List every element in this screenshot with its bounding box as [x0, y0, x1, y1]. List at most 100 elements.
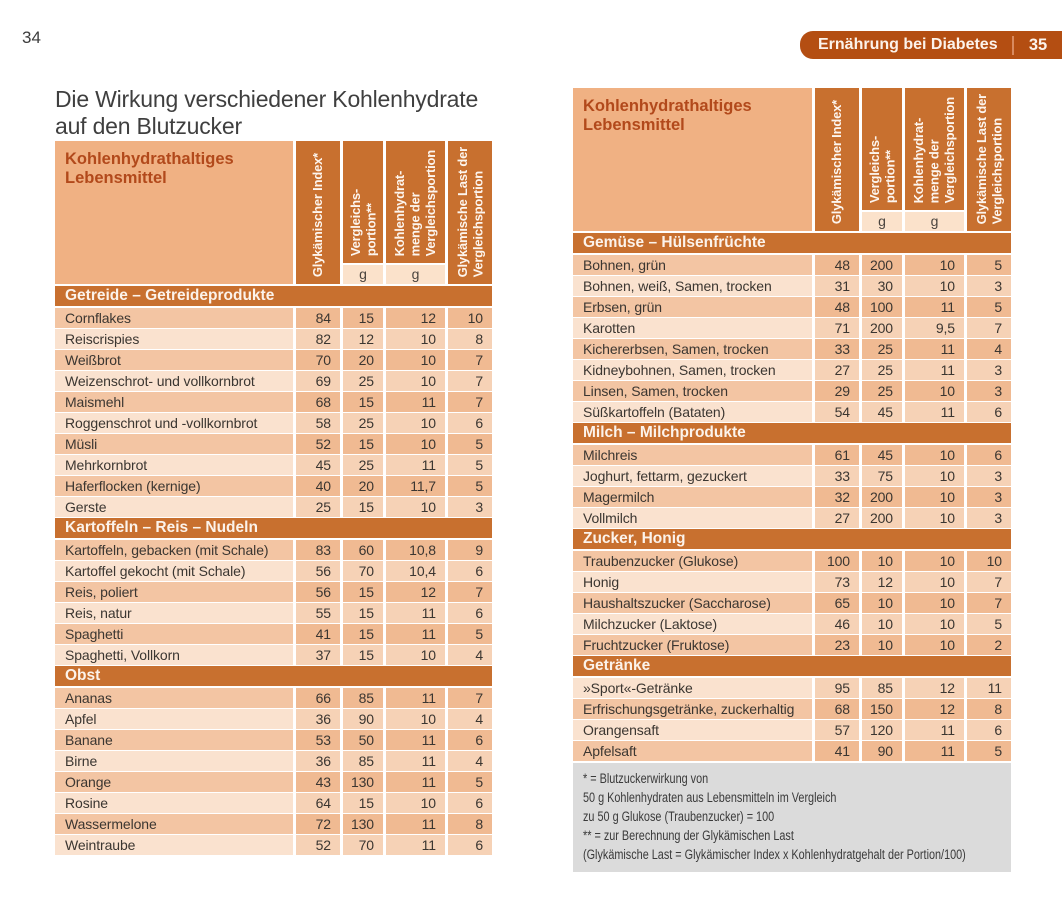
value-cell: 15 — [343, 497, 383, 517]
value-cell: 45 — [862, 402, 902, 422]
value-cell: 41 — [296, 624, 340, 644]
column-header-label: Kohlenhydrat- — [911, 117, 927, 203]
food-name-cell: Magermilch — [573, 487, 812, 507]
table-row: Kichererbsen, Samen, trocken 33 25 11 4 — [573, 339, 1011, 359]
value-cell: 11 — [905, 741, 964, 761]
value-cell: 11 — [905, 720, 964, 740]
value-cell: 10 — [905, 255, 964, 275]
value-cell: 3 — [967, 360, 1011, 380]
table-row: Apfelsaft 41 90 11 5 — [573, 741, 1011, 761]
table-row: Milchreis 61 45 10 6 — [573, 445, 1011, 465]
value-cell: 11 — [905, 402, 964, 422]
column-header-1: Glykämischer Index* — [815, 88, 859, 231]
value-cell: 95 — [815, 678, 859, 698]
value-cell: 11 — [905, 297, 964, 317]
value-cell: 7 — [967, 572, 1011, 592]
table-row: Reis, poliert 56 15 12 7 — [55, 582, 492, 602]
value-cell: 20 — [343, 350, 383, 370]
table-row: Kartoffeln, gebacken (mit Schale) 83 60 10,… — [55, 540, 492, 560]
value-cell: 50 — [343, 730, 383, 750]
value-cell: 6 — [448, 413, 492, 433]
section-title: Milch – Milchprodukte — [583, 424, 746, 441]
value-cell: 10 — [905, 551, 964, 571]
value-cell: 6 — [967, 720, 1011, 740]
value-cell: 10 — [386, 497, 445, 517]
food-name-cell: Cornflakes — [55, 308, 293, 328]
section-header: Getreide – Getreideprodukte — [55, 286, 492, 306]
value-cell: 130 — [343, 772, 383, 792]
value-cell: 75 — [862, 466, 902, 486]
value-cell: 11 — [905, 360, 964, 380]
section-title: Kartoffeln – Reis – Nudeln — [65, 519, 258, 536]
value-cell: 52 — [296, 835, 340, 855]
value-cell: 10 — [905, 614, 964, 634]
column-header-3: Kohlenhydrat-menge der Vergleichsportion g — [386, 141, 445, 284]
footnote-line: 50 g Kohlenhydraten aus Lebensmitteln im… — [583, 790, 837, 805]
value-cell: 10 — [905, 487, 964, 507]
value-cell: 5 — [967, 614, 1011, 634]
value-cell: 23 — [815, 635, 859, 655]
value-cell: 73 — [815, 572, 859, 592]
column-header-2: Vergleichs-portion** g — [343, 141, 383, 284]
value-cell: 10 — [967, 551, 1011, 571]
value-cell: 7 — [967, 318, 1011, 338]
value-cell: 11 — [386, 814, 445, 834]
section-title: Obst — [65, 667, 101, 684]
value-cell: 30 — [862, 276, 902, 296]
value-cell: 45 — [862, 445, 902, 465]
food-name-cell: Süßkartoffeln (Bataten) — [573, 402, 812, 422]
food-name-cell: Mehrkornbrot — [55, 455, 293, 475]
rotated-header-cell: Vergleichs-portion** — [862, 88, 902, 210]
value-cell: 11 — [386, 751, 445, 771]
value-cell: 70 — [296, 350, 340, 370]
value-cell: 8 — [448, 814, 492, 834]
table-row: Traubenzucker (Glukose) 100 10 10 10 — [573, 551, 1011, 571]
food-name-cell: Orangensaft — [573, 720, 812, 740]
chapter-header-bar: Ernährung bei Diabetes 35 — [800, 31, 1062, 59]
value-cell: 7 — [448, 688, 492, 708]
value-cell: 66 — [296, 688, 340, 708]
food-name-cell: Karotten — [573, 318, 812, 338]
value-cell: 83 — [296, 540, 340, 560]
value-cell: 11 — [386, 772, 445, 792]
value-cell: 4 — [448, 709, 492, 729]
value-cell: 85 — [862, 678, 902, 698]
value-cell: 5 — [448, 434, 492, 454]
value-cell: 5 — [448, 624, 492, 644]
value-cell: 68 — [296, 392, 340, 412]
table-row: Fruchtzucker (Fruktose) 23 10 10 2 — [573, 635, 1011, 655]
value-cell: 58 — [296, 413, 340, 433]
table-row: Karotten 71 200 9,5 7 — [573, 318, 1011, 338]
value-cell: 10 — [905, 445, 964, 465]
value-cell: 48 — [815, 297, 859, 317]
food-name-cell: Honig — [573, 572, 812, 592]
value-cell: 32 — [815, 487, 859, 507]
value-cell: 61 — [815, 445, 859, 465]
section-header: Obst — [55, 666, 492, 686]
food-name-cell: Kichererbsen, Samen, trocken — [573, 339, 812, 359]
value-cell: 130 — [343, 814, 383, 834]
food-name-cell: Reis, natur — [55, 603, 293, 623]
column-header-4: Glykämische Last der Vergleichsportion — [448, 141, 492, 284]
column-header-label: portion** — [363, 202, 378, 256]
value-cell: 10 — [905, 593, 964, 613]
food-name-cell: Erbsen, grün — [573, 297, 812, 317]
table-row: Müsli 52 15 10 5 — [55, 434, 492, 454]
value-cell: 11 — [967, 678, 1011, 698]
table-row: Haferflocken (kernige) 40 20 11,7 5 — [55, 476, 492, 496]
table-row: Wassermelone 72 130 11 8 — [55, 814, 492, 834]
column-header-label: Glykämische Last der — [454, 146, 470, 277]
value-cell: 84 — [296, 308, 340, 328]
food-name-cell: Traubenzucker (Glukose) — [573, 551, 812, 571]
table-row: Bohnen, weiß, Samen, trocken 31 30 10 3 — [573, 276, 1011, 296]
table-row: Erfrischungsgetränke, zuckerhaltig 68 150 1… — [573, 699, 1011, 719]
value-cell: 36 — [296, 709, 340, 729]
food-name-cell: Roggenschrot und -vollkornbrot — [55, 413, 293, 433]
value-cell: 10 — [386, 371, 445, 391]
value-cell: 3 — [967, 466, 1011, 486]
value-cell: 25 — [296, 497, 340, 517]
value-cell: 57 — [815, 720, 859, 740]
value-cell: 15 — [343, 308, 383, 328]
value-cell: 5 — [448, 476, 492, 496]
